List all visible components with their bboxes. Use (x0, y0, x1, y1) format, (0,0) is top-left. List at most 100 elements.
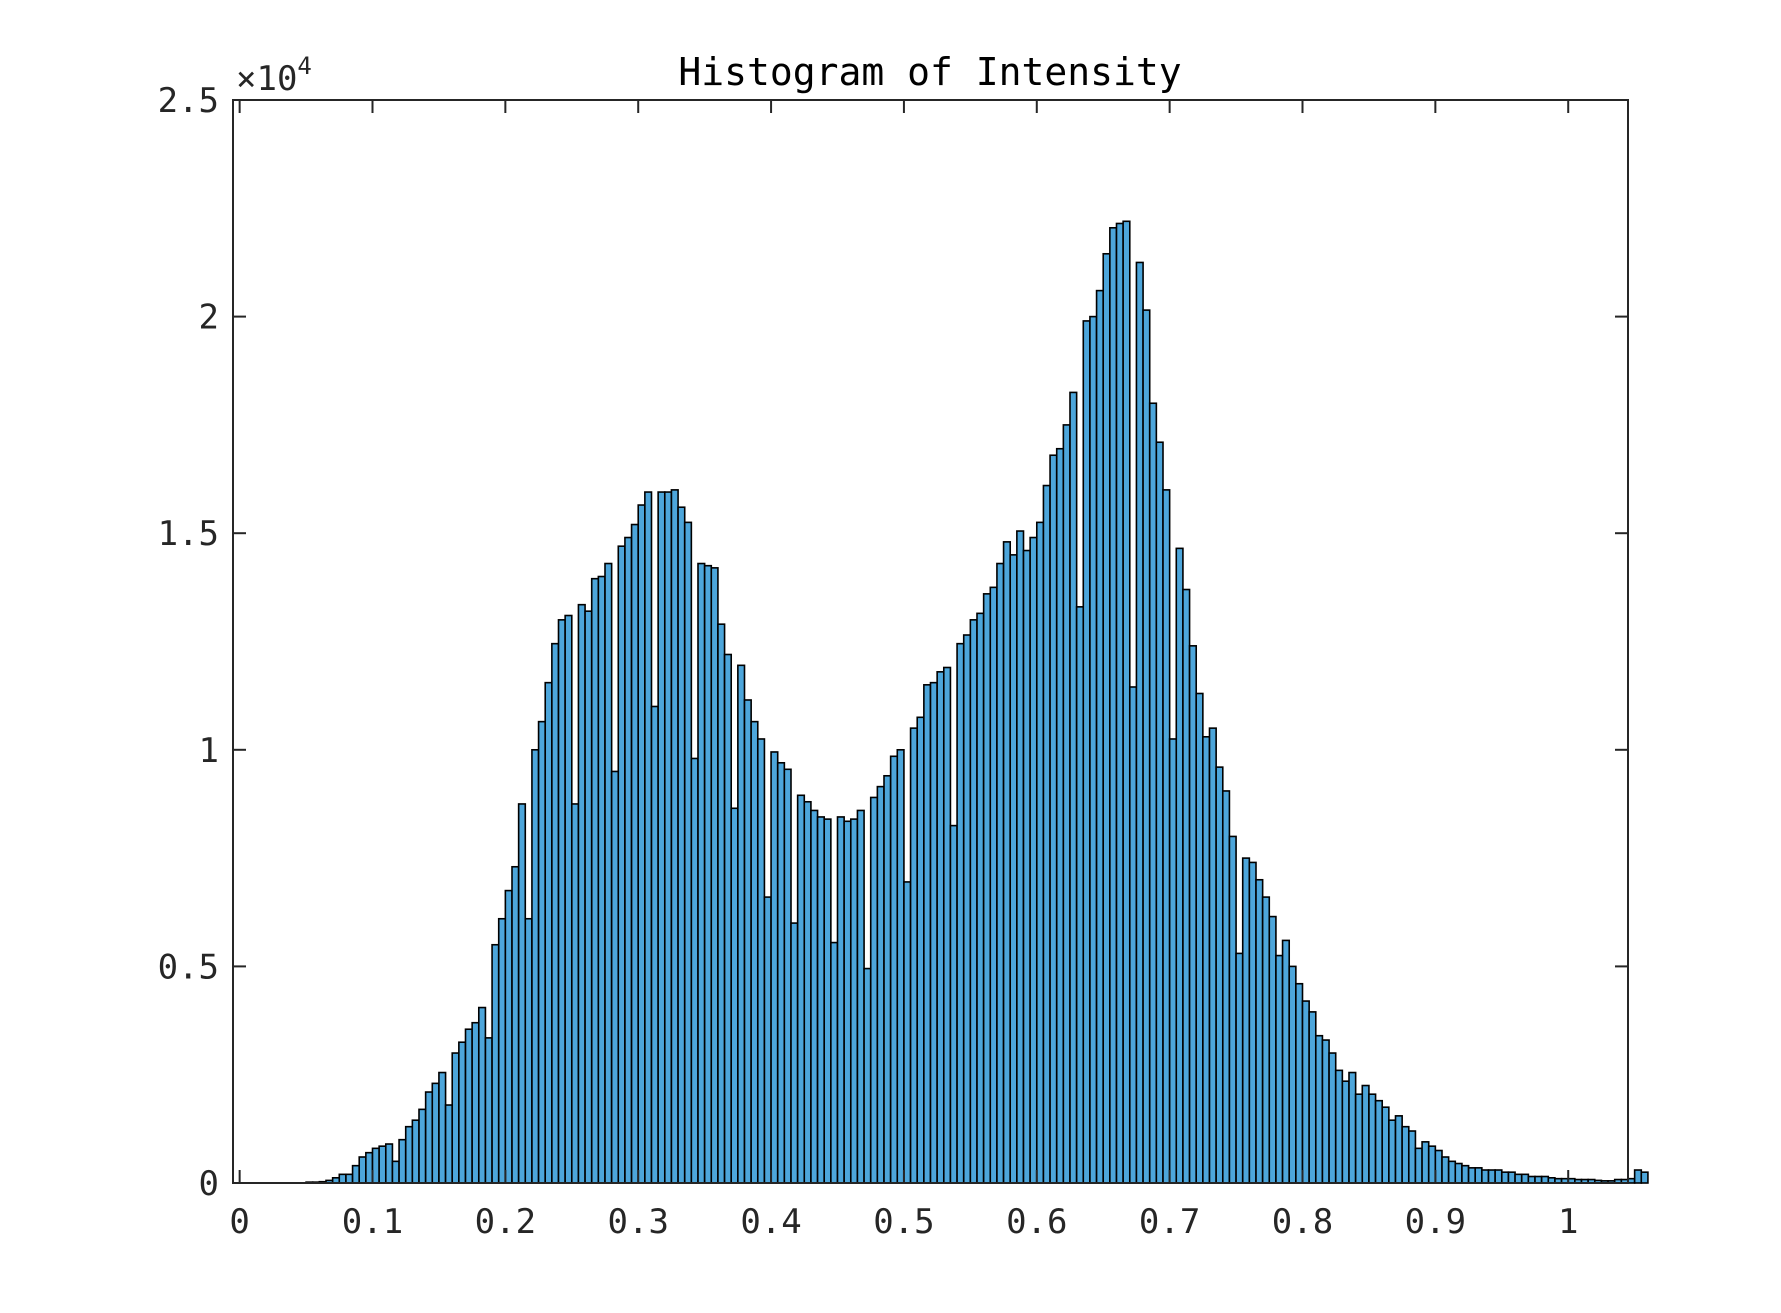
histogram-bar (1202, 736, 1211, 1184)
histogram-bar (418, 1108, 427, 1184)
histogram-bar (1341, 1080, 1350, 1184)
histogram-bar (1348, 1071, 1357, 1184)
histogram-bar (909, 727, 919, 1184)
histogram-bar (1215, 766, 1224, 1184)
histogram-bar (617, 545, 626, 1184)
histogram-bar (1188, 645, 1198, 1184)
axis-ticks (233, 99, 1628, 1184)
histogram-bar (1095, 289, 1105, 1184)
histogram-bar (1520, 1173, 1530, 1184)
histogram-bar (604, 562, 613, 1184)
x-tick-label: 0.7 (1139, 1202, 1200, 1242)
histogram-bar (1162, 489, 1171, 1184)
histogram-bar (577, 603, 586, 1184)
histogram-bar (511, 865, 520, 1184)
histogram-bar (650, 705, 659, 1184)
histogram-bar (444, 1104, 454, 1184)
histogram-bar (451, 1052, 460, 1184)
histogram-bar (1514, 1173, 1523, 1184)
histogram-bar (956, 642, 965, 1184)
histogram-bar (431, 1082, 440, 1184)
histogram-bar (610, 770, 620, 1184)
histogram-bar (1075, 606, 1085, 1184)
x-tick-label: 0.8 (1272, 1202, 1333, 1242)
histogram-bar (1441, 1156, 1450, 1184)
y-tick-label: 1 (199, 731, 219, 771)
histogram-bar (823, 818, 832, 1184)
histogram-bar (1128, 686, 1138, 1184)
histogram-bar (1055, 447, 1065, 1184)
histogram-bar (976, 612, 985, 1184)
histogram-bar (1640, 1171, 1649, 1184)
histogram-bar (1135, 261, 1144, 1184)
x-tick-label: 0.5 (873, 1202, 934, 1242)
histogram-bar (942, 666, 952, 1184)
histogram-bar (1354, 1093, 1364, 1184)
histogram-bar (969, 619, 978, 1184)
histogram-bar (1487, 1169, 1496, 1184)
histogram-bar (723, 653, 733, 1184)
histogram-bar (1368, 1093, 1377, 1184)
histogram-bar (1633, 1169, 1643, 1184)
histogram-bar (756, 738, 766, 1184)
histogram-bar (883, 774, 892, 1184)
histogram-bar (590, 577, 600, 1184)
histogram-bar (391, 1160, 400, 1184)
histogram-bar (1109, 226, 1118, 1184)
histogram-bar (1394, 1115, 1403, 1184)
histogram-bar (491, 943, 500, 1184)
histogram-bar (1029, 536, 1038, 1184)
histogram-bar (351, 1164, 361, 1184)
histogram-bar (1102, 252, 1111, 1184)
y-exponent-power: 4 (297, 52, 311, 80)
histogram-bar (411, 1119, 420, 1184)
histogram-bar (1281, 939, 1291, 1184)
histogram-bar (876, 785, 885, 1184)
y-tick-labels: 0 0.5 1 1.5 2 2.5 (158, 81, 219, 1204)
histogram-bar (949, 824, 958, 1184)
histogram-bar (424, 1091, 434, 1184)
histogram-bar (597, 575, 606, 1184)
x-tick-label: 0.3 (608, 1202, 669, 1242)
x-tick-label: 0.2 (475, 1202, 536, 1242)
histogram-bar (624, 536, 633, 1184)
histogram-bar (896, 748, 905, 1184)
histogram-bar (982, 593, 992, 1184)
histogram-bar (630, 523, 640, 1184)
histogram-bar (1481, 1169, 1490, 1184)
histogram-bar (1361, 1084, 1370, 1184)
histogram-bar (531, 748, 540, 1184)
histogram-bar (497, 917, 507, 1184)
histogram-bar (398, 1138, 407, 1184)
y-tick-label: 0 (199, 1164, 219, 1204)
histogram-bar (557, 619, 566, 1184)
histogram-bar (471, 1021, 480, 1184)
histogram-bar (1069, 391, 1078, 1184)
histogram-bar (690, 757, 699, 1184)
histogram-bar (464, 1028, 473, 1184)
histogram-bar (1407, 1130, 1417, 1184)
x-tick-label: 0.4 (740, 1202, 801, 1242)
histogram-bar (869, 796, 879, 1184)
histogram-bar (836, 816, 845, 1184)
histogram-bar (1168, 738, 1178, 1184)
x-tick-label: 0.1 (342, 1202, 403, 1242)
histogram-bar (916, 716, 925, 1184)
histogram-bar (863, 967, 872, 1184)
histogram-bar (637, 504, 646, 1184)
histogram-bar (962, 634, 972, 1184)
histogram-bar (1374, 1099, 1384, 1184)
histogram-bar (1208, 727, 1217, 1184)
histogram-bar (1089, 315, 1098, 1184)
x-tick-label: 0.6 (1006, 1202, 1067, 1242)
histogram-bar (1275, 954, 1284, 1184)
histogram-bar (796, 794, 806, 1184)
histogram-bar (703, 564, 713, 1184)
histogram-bar (803, 800, 812, 1184)
x-tick-label: 0.9 (1405, 1202, 1466, 1242)
histogram-bar (1334, 1069, 1344, 1184)
histogram-bar (737, 664, 746, 1184)
histogram-bar (1016, 530, 1025, 1184)
histogram-bar (1195, 692, 1204, 1184)
histogram-bar (810, 809, 819, 1184)
